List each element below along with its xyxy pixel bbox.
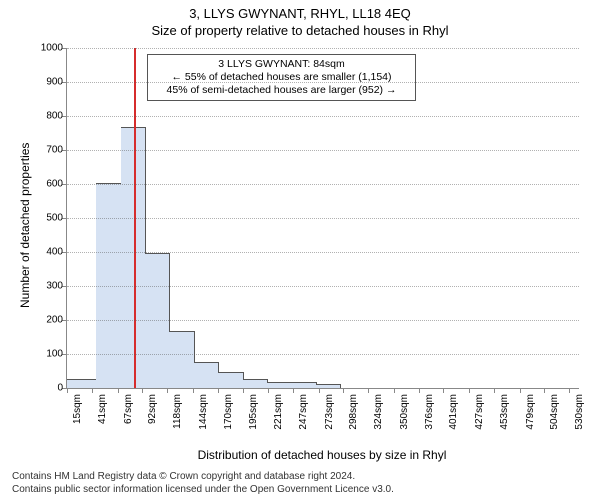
x-tick — [544, 388, 545, 393]
x-tick — [443, 388, 444, 393]
x-tick-label: 195sqm — [246, 394, 259, 430]
gridline — [67, 320, 579, 321]
x-tick-label: 298sqm — [346, 394, 359, 430]
gridline — [67, 82, 579, 83]
gridline — [67, 252, 579, 253]
x-tick-label: 41sqm — [95, 394, 108, 424]
y-tick-label: 500 — [46, 213, 67, 224]
y-tick-label: 800 — [46, 111, 67, 122]
x-tick-label: 401sqm — [446, 394, 459, 430]
gridline — [67, 116, 579, 117]
x-tick — [193, 388, 194, 393]
y-tick-label: 100 — [46, 349, 67, 360]
x-tick — [243, 388, 244, 393]
y-tick-label: 400 — [46, 247, 67, 258]
x-tick-label: 118sqm — [170, 394, 183, 429]
gridline — [67, 184, 579, 185]
x-tick-label: 67sqm — [121, 394, 134, 424]
x-tick-label: 247sqm — [296, 394, 309, 430]
x-tick-label: 170sqm — [221, 394, 234, 430]
x-tick — [343, 388, 344, 393]
x-tick-label: 324sqm — [371, 394, 384, 430]
annotation-box: 3 LLYS GWYNANT: 84sqm ← 55% of detached … — [147, 54, 416, 101]
y-tick-label: 900 — [46, 77, 67, 88]
x-tick-label: 530sqm — [572, 394, 585, 430]
annotation-line3: 45% of semi-detached houses are larger (… — [154, 84, 409, 97]
x-tick — [419, 388, 420, 393]
x-tick — [319, 388, 320, 393]
x-tick-label: 479sqm — [523, 394, 536, 430]
gridline — [67, 218, 579, 219]
x-tick-label: 144sqm — [196, 394, 209, 430]
x-tick-label: 453sqm — [497, 394, 510, 430]
chart-title-line2: Size of property relative to detached ho… — [0, 21, 600, 40]
x-tick-label: 221sqm — [271, 394, 284, 430]
x-tick — [368, 388, 369, 393]
chart-container: { "title_line1": "3, LLYS GWYNANT, RHYL,… — [0, 0, 600, 500]
plot-area: 3 LLYS GWYNANT: 84sqm ← 55% of detached … — [66, 48, 579, 389]
x-tick — [520, 388, 521, 393]
y-tick-label: 700 — [46, 145, 67, 156]
x-tick — [67, 388, 68, 393]
chart-title-line1: 3, LLYS GWYNANT, RHYL, LL18 4EQ — [0, 0, 600, 21]
x-tick — [92, 388, 93, 393]
x-tick — [118, 388, 119, 393]
x-tick — [494, 388, 495, 393]
footer-credits: Contains HM Land Registry data © Crown c… — [12, 470, 394, 496]
y-axis-title: Number of detached properties — [18, 143, 32, 308]
y-tick-label: 300 — [46, 281, 67, 292]
x-tick — [394, 388, 395, 393]
x-tick — [569, 388, 570, 393]
y-tick-label: 600 — [46, 179, 67, 190]
gridline — [67, 354, 579, 355]
x-tick-label: 427sqm — [472, 394, 485, 430]
x-tick — [469, 388, 470, 393]
gridline — [67, 48, 579, 49]
bar — [335, 384, 341, 388]
x-tick-label: 273sqm — [322, 394, 335, 430]
y-tick-label: 200 — [46, 315, 67, 326]
y-tick-label: 1000 — [41, 43, 67, 54]
x-tick — [142, 388, 143, 393]
footer-line1: Contains HM Land Registry data © Crown c… — [12, 470, 394, 483]
gridline — [67, 150, 579, 151]
gridline — [67, 286, 579, 287]
annotation-line1: 3 LLYS GWYNANT: 84sqm — [154, 58, 409, 71]
footer-line2: Contains public sector information licen… — [12, 483, 394, 496]
x-tick — [293, 388, 294, 393]
x-tick-label: 15sqm — [70, 394, 83, 424]
x-tick — [167, 388, 168, 393]
x-tick-label: 504sqm — [547, 394, 560, 430]
x-tick — [268, 388, 269, 393]
x-tick-label: 376sqm — [422, 394, 435, 430]
x-tick-label: 92sqm — [145, 394, 158, 424]
x-tick-label: 350sqm — [397, 394, 410, 430]
y-tick-label: 0 — [57, 383, 67, 394]
x-tick — [218, 388, 219, 393]
x-axis-title: Distribution of detached houses by size … — [66, 448, 578, 462]
